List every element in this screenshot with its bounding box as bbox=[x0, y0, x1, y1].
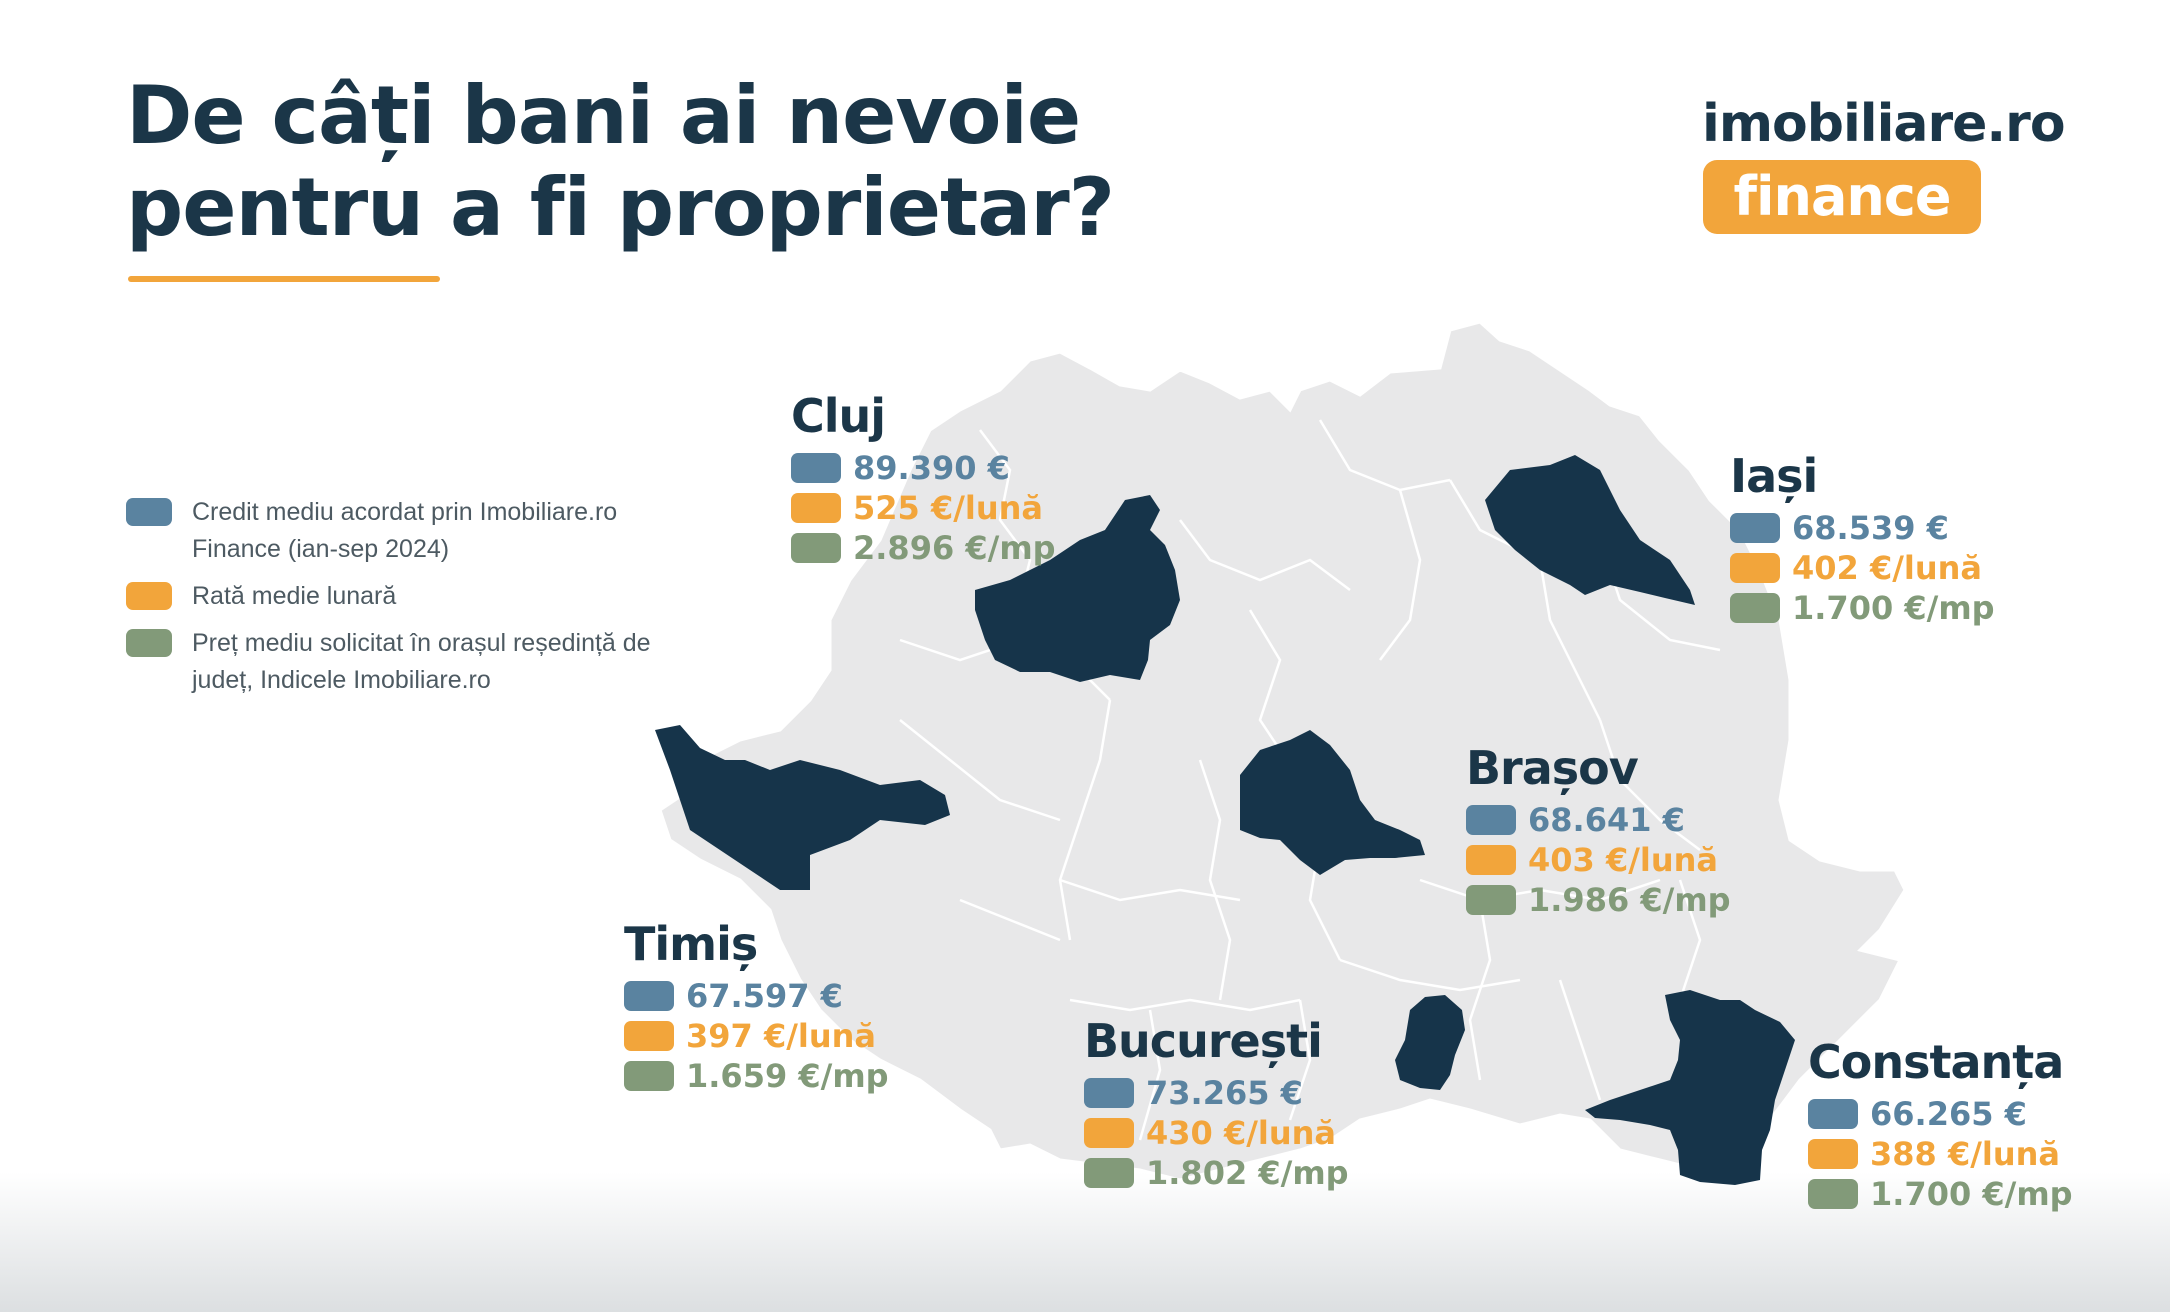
credit-row: 67.597 € bbox=[624, 976, 889, 1016]
credit-value: 68.539 € bbox=[1792, 509, 1949, 547]
legend-label-price: Preț mediu solicitat în orașul reședință… bbox=[192, 629, 651, 694]
highlighted-counties bbox=[655, 455, 1795, 1185]
rate-value: 388 €/lună bbox=[1870, 1135, 2061, 1173]
county-name-cluj: Cluj bbox=[791, 389, 886, 443]
price-value: 1.700 €/mp bbox=[1792, 589, 1995, 627]
rate-swatch bbox=[624, 1021, 674, 1051]
credit-row: 89.390 € bbox=[791, 448, 1056, 488]
credit-row: 73.265 € bbox=[1084, 1073, 1349, 1113]
rate-value: 525 €/lună bbox=[853, 489, 1044, 527]
credit-row: 68.641 € bbox=[1466, 800, 1731, 840]
rate-row: 397 €/lună bbox=[624, 1016, 889, 1056]
card-brasov: Brașov 68.641 € 403 €/lună 1.986 €/mp bbox=[1466, 742, 1731, 920]
legend-label-rate: Rată medie lunară bbox=[192, 582, 397, 610]
rate-value: 403 €/lună bbox=[1528, 841, 1719, 879]
price-row: 1.700 €/mp bbox=[1808, 1174, 2073, 1214]
price-swatch bbox=[1730, 593, 1780, 623]
credit-swatch bbox=[1808, 1099, 1858, 1129]
price-value: 1.700 €/mp bbox=[1870, 1175, 2073, 1213]
county-shape-constanta bbox=[1585, 990, 1795, 1185]
county-name-constanta: Constanța bbox=[1808, 1035, 2064, 1089]
price-row: 1.986 €/mp bbox=[1466, 880, 1731, 920]
credit-swatch bbox=[1466, 805, 1516, 835]
rate-row: 525 €/lună bbox=[791, 488, 1056, 528]
price-swatch bbox=[1084, 1158, 1134, 1188]
price-row: 1.700 €/mp bbox=[1730, 588, 1995, 628]
price-value: 1.986 €/mp bbox=[1528, 881, 1731, 919]
price-swatch bbox=[1808, 1179, 1858, 1209]
title-line-2: pentru a fi proprietar? bbox=[126, 161, 1115, 254]
price-value: 2.896 €/mp bbox=[853, 529, 1056, 567]
rate-row: 430 €/lună bbox=[1084, 1113, 1349, 1153]
credit-row: 68.539 € bbox=[1730, 508, 1995, 548]
title-underline bbox=[128, 276, 440, 282]
legend-label-credit: Credit mediu acordat prin Imobiliare.ro … bbox=[192, 498, 618, 563]
credit-value: 67.597 € bbox=[686, 977, 843, 1015]
county-shape-timis bbox=[655, 725, 950, 890]
rate-row: 388 €/lună bbox=[1808, 1134, 2073, 1174]
page-title: De câți bani ai nevoie pentru a fi propr… bbox=[126, 69, 1115, 254]
brand-logo-finance-badge: finance bbox=[1703, 160, 1981, 234]
rate-row: 403 €/lună bbox=[1466, 840, 1731, 880]
price-value: 1.802 €/mp bbox=[1146, 1154, 1349, 1192]
legend-item-credit: Credit mediu acordat prin Imobiliare.ro … bbox=[126, 494, 692, 568]
rate-row: 402 €/lună bbox=[1730, 548, 1995, 588]
legend-item-rate: Rată medie lunară bbox=[126, 578, 692, 615]
rate-swatch bbox=[1084, 1118, 1134, 1148]
brand-logo-wordmark: imobiliare.ro bbox=[1702, 94, 2066, 154]
price-row: 2.896 €/mp bbox=[791, 528, 1056, 568]
price-value: 1.659 €/mp bbox=[686, 1057, 889, 1095]
rate-swatch bbox=[1808, 1139, 1858, 1169]
price-swatch bbox=[624, 1061, 674, 1091]
credit-swatch bbox=[1730, 513, 1780, 543]
credit-value: 66.265 € bbox=[1870, 1095, 2027, 1133]
price-row: 1.802 €/mp bbox=[1084, 1153, 1349, 1193]
rate-value: 397 €/lună bbox=[686, 1017, 877, 1055]
legend-swatch-rate bbox=[126, 582, 172, 610]
county-name-bucuresti: București bbox=[1084, 1014, 1323, 1068]
credit-swatch bbox=[791, 453, 841, 483]
county-name-timis: Timiș bbox=[624, 917, 758, 971]
county-shape-cluj bbox=[975, 495, 1180, 682]
rate-swatch bbox=[1466, 845, 1516, 875]
rate-swatch bbox=[1730, 553, 1780, 583]
county-shape-iasi bbox=[1485, 455, 1695, 605]
card-iasi: Iași 68.539 € 402 €/lună 1.700 €/mp bbox=[1730, 450, 1995, 628]
legend-swatch-credit bbox=[126, 498, 172, 526]
card-bucuresti: București 73.265 € 430 €/lună 1.802 €/mp bbox=[1084, 1015, 1349, 1193]
credit-value: 89.390 € bbox=[853, 449, 1010, 487]
price-swatch bbox=[1466, 885, 1516, 915]
credit-row: 66.265 € bbox=[1808, 1094, 2073, 1134]
price-swatch bbox=[791, 533, 841, 563]
rate-swatch bbox=[791, 493, 841, 523]
credit-swatch bbox=[624, 981, 674, 1011]
card-cluj: Cluj 89.390 € 525 €/lună 2.896 €/mp bbox=[791, 390, 1056, 568]
rate-value: 402 €/lună bbox=[1792, 549, 1983, 587]
credit-value: 73.265 € bbox=[1146, 1074, 1303, 1112]
county-shape-brasov bbox=[1240, 730, 1425, 875]
price-row: 1.659 €/mp bbox=[624, 1056, 889, 1096]
county-name-brasov: Brașov bbox=[1466, 741, 1639, 795]
county-name-iasi: Iași bbox=[1730, 449, 1818, 503]
title-line-1: De câți bani ai nevoie bbox=[126, 69, 1081, 162]
credit-swatch bbox=[1084, 1078, 1134, 1108]
credit-value: 68.641 € bbox=[1528, 801, 1685, 839]
card-constanta: Constanța 66.265 € 388 €/lună 1.700 €/mp bbox=[1808, 1036, 2073, 1214]
county-shape-bucuresti bbox=[1395, 995, 1465, 1090]
legend-swatch-price bbox=[126, 629, 172, 657]
legend-item-price: Preț mediu solicitat în orașul reședință… bbox=[126, 625, 692, 699]
rate-value: 430 €/lună bbox=[1146, 1114, 1337, 1152]
card-timis: Timiș 67.597 € 397 €/lună 1.659 €/mp bbox=[624, 918, 889, 1096]
